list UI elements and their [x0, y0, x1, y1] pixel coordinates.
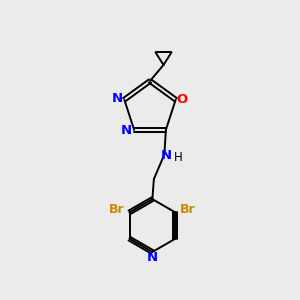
Text: N: N: [111, 92, 122, 105]
Text: N: N: [160, 149, 171, 162]
Text: N: N: [147, 251, 158, 264]
Text: N: N: [121, 124, 132, 137]
Text: Br: Br: [180, 203, 196, 216]
Text: H: H: [173, 151, 182, 164]
Text: Br: Br: [109, 203, 125, 216]
Text: O: O: [177, 93, 188, 106]
